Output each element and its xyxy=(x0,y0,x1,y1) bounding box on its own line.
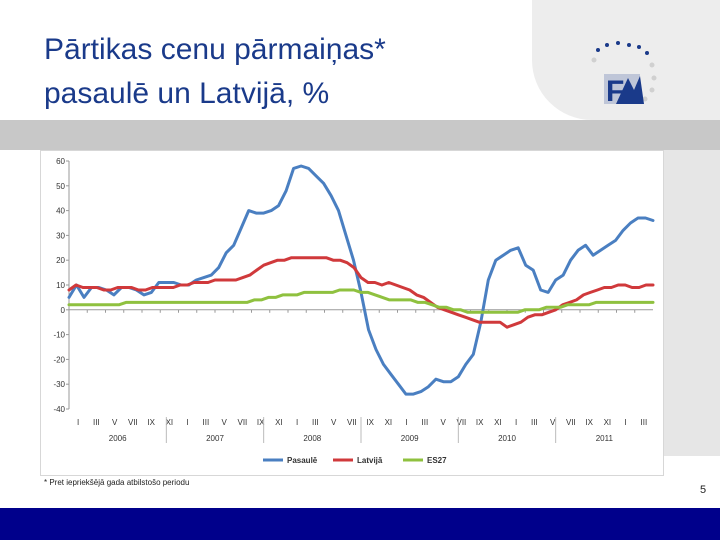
x-tick-label: IX xyxy=(476,418,484,427)
y-tick-label: 30 xyxy=(56,231,65,240)
legend-label: ES27 xyxy=(427,456,447,465)
x-tick-label: V xyxy=(440,418,446,427)
logo-panel: F xyxy=(532,0,720,120)
series-line-Latvijā xyxy=(67,256,655,329)
x-tick-label: I xyxy=(77,418,79,427)
y-tick-label: 10 xyxy=(56,281,65,290)
x-tick-label: I xyxy=(296,418,298,427)
header-band xyxy=(0,120,720,150)
x-tick-label: III xyxy=(93,418,100,427)
legend-label: Latvijā xyxy=(357,456,383,465)
legend-label: Pasaulē xyxy=(287,456,318,465)
y-tick-label: -20 xyxy=(53,355,65,364)
series-line-ES27 xyxy=(67,288,655,314)
x-tick-label: VII xyxy=(347,418,357,427)
y-tick-label: -30 xyxy=(53,380,65,389)
x-tick-label: I xyxy=(406,418,408,427)
chart-frame: 60 50 40 30 20 10 0 -10 -20 -30 -40 I III V VII IX XI I II… xyxy=(40,150,664,476)
y-tick-label: 0 xyxy=(61,306,66,315)
year-label: 2009 xyxy=(401,434,419,443)
x-tick-label: VII xyxy=(237,418,247,427)
y-tick-label: 40 xyxy=(56,207,65,216)
year-label: 2007 xyxy=(206,434,224,443)
x-tick-label: XI xyxy=(494,418,502,427)
x-tick-label: IX xyxy=(366,418,374,427)
series-line-Pasaulē xyxy=(67,164,655,396)
year-label: 2008 xyxy=(303,434,321,443)
x-tick-label: V xyxy=(331,418,337,427)
x-tick-label: III xyxy=(531,418,538,427)
bottom-bar xyxy=(0,508,720,540)
footnote: * Pret iepriekšējā gada atbilstošo perio… xyxy=(44,478,190,487)
y-tick-label: -40 xyxy=(53,405,65,414)
x-tick-label: III xyxy=(312,418,319,427)
page-number: 5 xyxy=(700,484,707,496)
year-label: 2010 xyxy=(498,434,516,443)
x-tick-label: V xyxy=(550,418,556,427)
x-tick-label: III xyxy=(203,418,210,427)
y-tick-label: -10 xyxy=(53,331,65,340)
y-tick-label: 20 xyxy=(56,256,65,265)
x-tick-label: XI xyxy=(166,418,174,427)
x-tick-label: III xyxy=(641,418,648,427)
x-tick-label: V xyxy=(221,418,227,427)
x-tick-label: VII xyxy=(456,418,466,427)
x-tick-label: I xyxy=(187,418,189,427)
y-tick-label: 50 xyxy=(56,182,65,191)
year-label: 2006 xyxy=(109,434,127,443)
x-tick-label: IX xyxy=(257,418,265,427)
x-tick-label: III xyxy=(422,418,429,427)
x-tick-label: V xyxy=(112,418,118,427)
logo-icon: F xyxy=(591,41,657,108)
year-label: 2011 xyxy=(596,434,614,443)
x-tick-label: XI xyxy=(604,418,612,427)
x-tick-label: XI xyxy=(385,418,393,427)
x-tick-label: IX xyxy=(585,418,593,427)
x-tick-label: I xyxy=(515,418,517,427)
x-tick-label: IX xyxy=(147,418,155,427)
x-tick-label: I xyxy=(625,418,627,427)
x-tick-label: VII xyxy=(128,418,138,427)
y-tick-label: 60 xyxy=(56,157,65,166)
slide-title: Pārtikas cenu pārmaiņas* pasaulē un Latv… xyxy=(44,33,386,110)
side-strip xyxy=(664,150,720,456)
x-tick-label: XI xyxy=(275,418,283,427)
x-tick-label: VII xyxy=(566,418,576,427)
